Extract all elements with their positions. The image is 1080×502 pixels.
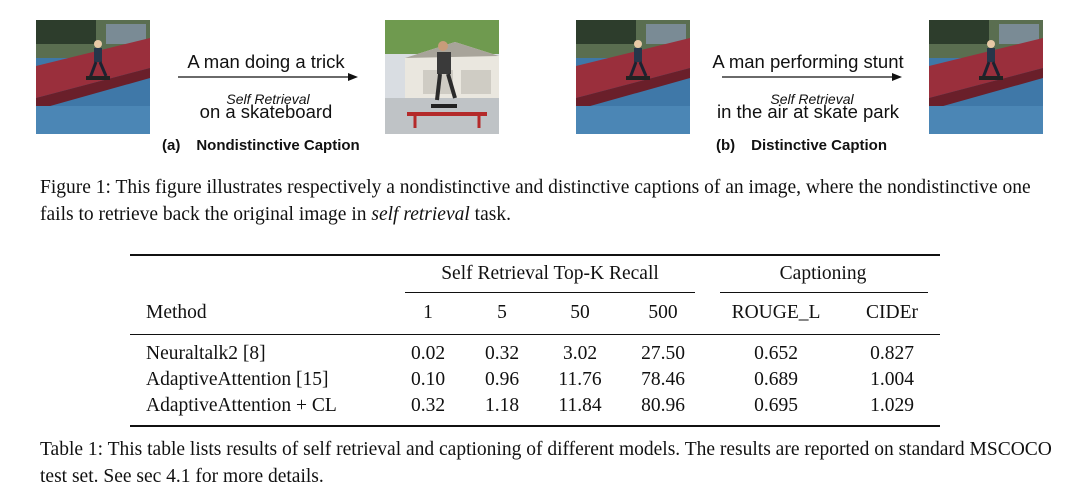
table-group-rule-captioning — [720, 292, 928, 293]
table-group-header-retrieval: Self Retrieval Top-K Recall — [441, 263, 659, 284]
row1-k50: 3.02 — [562, 343, 598, 364]
table-top-rule — [130, 254, 940, 256]
row2-k1: 0.10 — [410, 369, 446, 390]
table-header-rule — [130, 334, 940, 335]
table-header-k5: 5 — [497, 302, 507, 323]
retrieved-image-b — [929, 20, 1043, 134]
row3-rouge: 0.695 — [754, 395, 798, 416]
table-header-cider: CIDEr — [866, 302, 918, 323]
table-header-k1: 1 — [423, 302, 433, 323]
row1-k1: 0.02 — [410, 343, 446, 364]
row1-rouge: 0.652 — [754, 343, 798, 364]
caption-a-text: A man doing a trick on a skateboard — [166, 24, 366, 149]
table-header-k50: 50 — [570, 302, 590, 323]
table-header-k500: 500 — [648, 302, 678, 323]
row1-k5: 0.32 — [484, 343, 520, 364]
table-caption: Table 1: This table lists results of sel… — [40, 436, 1060, 490]
row3-k50: 11.84 — [558, 395, 602, 416]
table-bottom-rule — [130, 425, 940, 427]
table-caption-text: This table lists results of self retriev… — [40, 439, 1052, 487]
row3-method: AdaptiveAttention + CL — [146, 395, 337, 416]
row2-k500: 78.46 — [641, 369, 685, 390]
row1-method: Neuraltalk2 [8] — [146, 343, 266, 364]
row3-cider: 1.029 — [870, 395, 914, 416]
caption-b-text: A man performing stunt in the air at ska… — [690, 24, 926, 149]
arrow-b-icon — [722, 71, 902, 83]
figure-caption-end: task. — [469, 204, 511, 225]
table-group-rule-retrieval — [405, 292, 695, 293]
figure-caption-italic: self retrieval — [371, 204, 470, 225]
table-header-rouge: ROUGE_L — [731, 302, 821, 323]
subfigure-a-label: (a) Nondistinctive Caption — [162, 137, 360, 154]
subfigure-b-label: (b) Distinctive Caption — [716, 137, 887, 154]
figure-caption-text: This figure illustrates respectively a n… — [40, 177, 1031, 225]
table-caption-label: Table 1: — [40, 439, 104, 460]
row3-k500: 80.96 — [641, 395, 685, 416]
table-header-method: Method — [146, 302, 207, 323]
figure-caption-label: Figure 1: — [40, 177, 111, 198]
subfigure-a-title: Nondistinctive Caption — [196, 137, 360, 154]
arrow-a-icon — [178, 71, 358, 83]
row2-cider: 1.004 — [870, 369, 914, 390]
row2-k50: 11.76 — [558, 369, 602, 390]
row1-cider: 0.827 — [870, 343, 914, 364]
table-group-header-captioning: Captioning — [779, 263, 867, 284]
caption-b-line1: A man performing stunt — [712, 51, 904, 72]
row3-k1: 0.32 — [410, 395, 446, 416]
subfigure-a-tag: (a) — [162, 137, 181, 154]
skatepark-image-b — [576, 20, 690, 134]
caption-b-line2: in the air at skate park — [716, 101, 899, 122]
row3-k5: 1.18 — [484, 395, 520, 416]
caption-a-line1: A man doing a trick — [187, 51, 345, 72]
caption-a-line2: on a skateboard — [199, 101, 333, 122]
figure-caption: Figure 1: This figure illustrates respec… — [40, 174, 1055, 228]
arrow-a-label: Self Retrieval — [226, 91, 310, 107]
row2-rouge: 0.689 — [754, 369, 798, 390]
arrow-b-label: Self Retrieval — [770, 91, 854, 107]
subfigure-b-tag: (b) — [716, 137, 736, 154]
subfigure-b-title: Distinctive Caption — [751, 137, 888, 154]
row2-k5: 0.96 — [484, 369, 520, 390]
skatepark-image-a — [36, 20, 150, 134]
row2-method: AdaptiveAttention [15] — [146, 369, 329, 390]
row1-k500: 27.50 — [641, 343, 685, 364]
retrieved-image-a — [385, 20, 499, 134]
